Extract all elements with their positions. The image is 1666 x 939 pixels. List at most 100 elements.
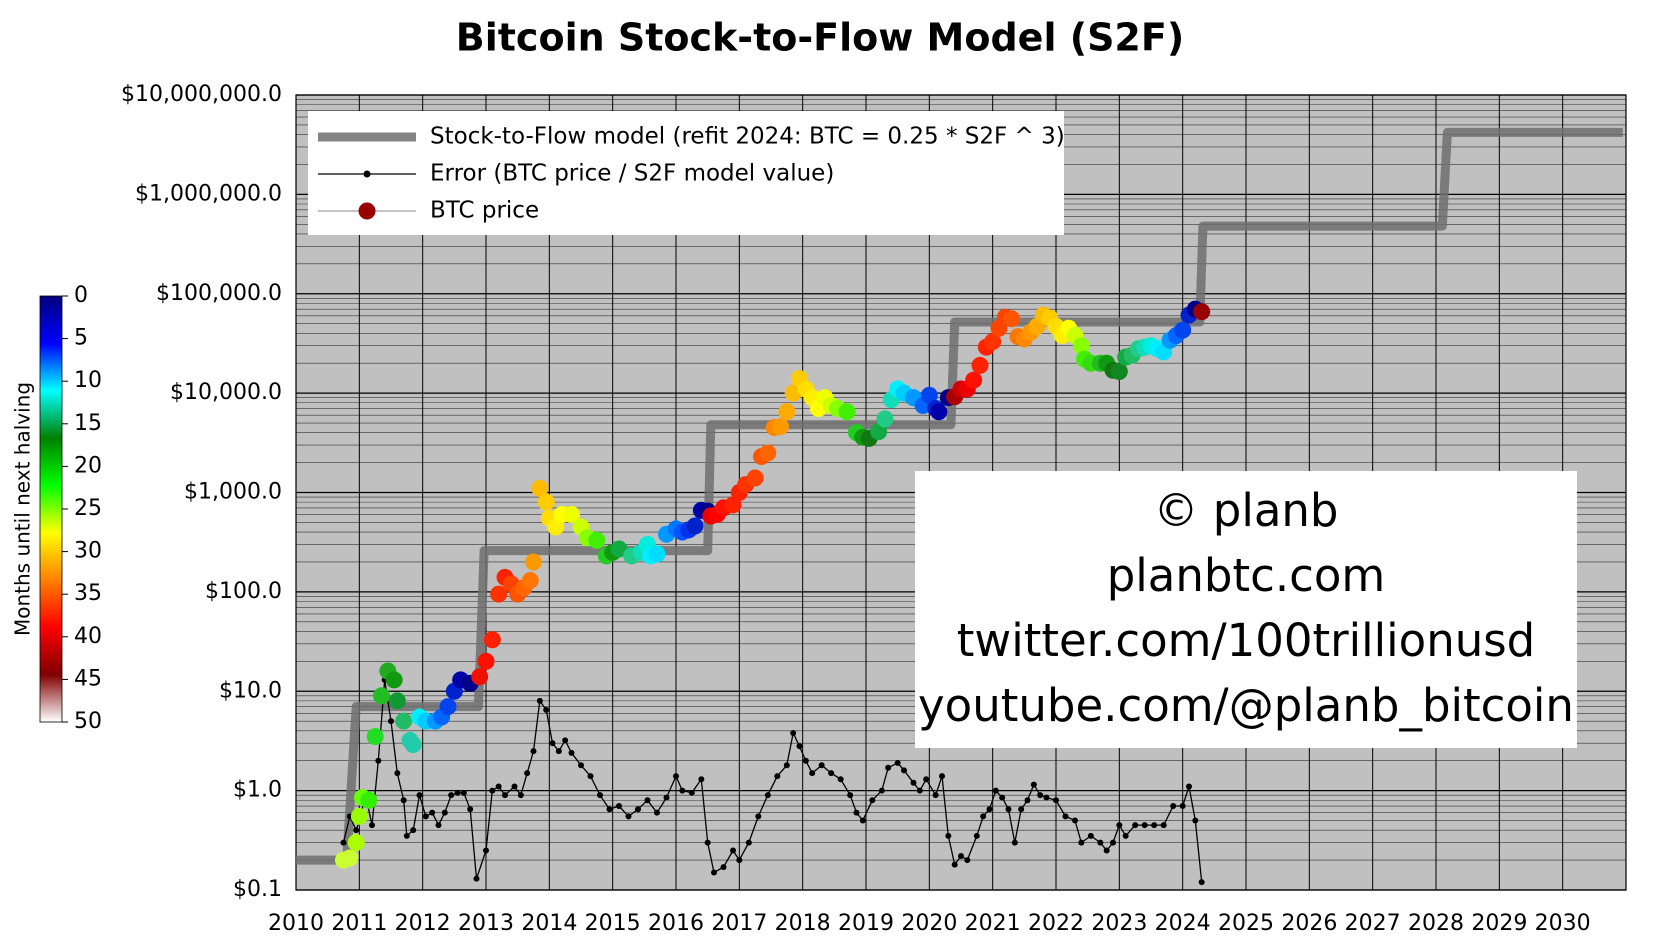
error-point [1011, 839, 1018, 846]
error-point [616, 803, 622, 810]
error-point [704, 839, 711, 846]
y-tick-label: $0.1 [233, 877, 282, 902]
error-point [802, 757, 809, 764]
plot-frame [295, 94, 1627, 891]
error-point [400, 797, 407, 804]
error-point [916, 787, 923, 794]
x-tick-label: 2011 [331, 911, 387, 936]
error-point [679, 787, 686, 794]
error-point [1116, 822, 1123, 829]
error-point [353, 827, 360, 834]
error-point [951, 861, 958, 868]
error-point [999, 794, 1006, 801]
error-point [530, 748, 537, 755]
error-point [755, 813, 762, 820]
price-point [686, 517, 704, 535]
price-point [648, 545, 666, 563]
price-point [772, 418, 789, 436]
price-point [537, 493, 555, 511]
legend-box [308, 111, 1064, 235]
price-point [483, 631, 501, 649]
plot-area [296, 127, 1623, 886]
x-tick-label: 2029 [1471, 911, 1527, 936]
error-point [828, 770, 835, 777]
price-point [610, 540, 628, 558]
x-tick-label: 2014 [521, 911, 577, 936]
error-point [473, 875, 480, 882]
y-tick-label: $1,000,000.0 [135, 181, 282, 206]
legend-swatch-marker [363, 170, 371, 178]
error-point [1186, 783, 1192, 790]
price-point [385, 671, 403, 689]
price-point [876, 410, 894, 428]
error-point [429, 809, 436, 816]
error-point [764, 792, 771, 799]
price-point [531, 479, 549, 497]
colorbar-tick-label: 45 [74, 666, 102, 691]
chart-title: Bitcoin Stock-to-Flow Model (S2F) [456, 16, 1184, 60]
error-point [939, 773, 945, 780]
price-point [984, 333, 1002, 351]
error-point [698, 776, 705, 783]
annotation-text: planbtc.com [1107, 549, 1386, 602]
error-point [1110, 839, 1116, 846]
price-point [971, 356, 989, 374]
error-point [1087, 832, 1094, 839]
y-tick-label: $1,000.0 [184, 480, 282, 505]
price-point [870, 423, 888, 441]
error-point [796, 743, 803, 750]
legend-label: Stock-to-Flow model (refit 2024: BTC = 0… [430, 124, 1065, 150]
annotation-text: © planb [1153, 484, 1338, 537]
error-point [654, 809, 660, 816]
error-point [958, 852, 964, 859]
colorbar-tick-label: 5 [74, 326, 88, 351]
error-point [837, 776, 844, 783]
error-point [932, 792, 939, 799]
error-point [910, 779, 917, 786]
x-tick-label: 2021 [965, 911, 1021, 936]
x-tick-label: 2019 [838, 911, 894, 936]
error-point [1030, 781, 1037, 788]
colorbar-tick-label: 15 [74, 411, 102, 436]
error-point [495, 783, 502, 790]
annotation-text: twitter.com/100trillionusd [957, 614, 1536, 667]
colorbar-tick-label: 0 [74, 283, 88, 308]
error-point [973, 832, 980, 839]
price-point [759, 444, 777, 462]
error-point [809, 770, 816, 777]
error-point [1122, 832, 1129, 839]
annotation-text: youtube.com/@planb_bitcoin [918, 679, 1574, 732]
error-point [790, 730, 797, 737]
x-tick-label: 2010 [268, 911, 324, 936]
error-point [818, 762, 825, 769]
price-point [373, 687, 390, 705]
error-point [536, 697, 543, 704]
error-point [1103, 847, 1110, 854]
error-point [885, 764, 892, 771]
legend-label: BTC price [430, 198, 539, 224]
y-tick-label: $10.0 [219, 678, 282, 703]
error-point [549, 740, 556, 747]
error-point [1141, 822, 1148, 829]
error-point [992, 787, 999, 794]
error-point [1005, 806, 1012, 813]
error-point [1132, 822, 1139, 829]
error-point [388, 718, 394, 725]
error-point [745, 839, 752, 846]
x-tick-label: 2017 [711, 911, 767, 936]
error-point [454, 789, 461, 796]
error-point [435, 822, 442, 829]
price-point [1174, 321, 1192, 339]
error-point [460, 789, 467, 796]
error-point [441, 809, 448, 816]
error-point [774, 773, 781, 780]
x-tick-label: 2030 [1535, 911, 1591, 936]
error-point [720, 864, 727, 871]
price-point [930, 403, 948, 421]
error-point [1024, 797, 1031, 804]
error-point [597, 792, 603, 799]
x-tick-label: 2018 [775, 911, 831, 936]
colorbar-tick-label: 10 [74, 368, 102, 393]
model-line [296, 127, 1623, 865]
